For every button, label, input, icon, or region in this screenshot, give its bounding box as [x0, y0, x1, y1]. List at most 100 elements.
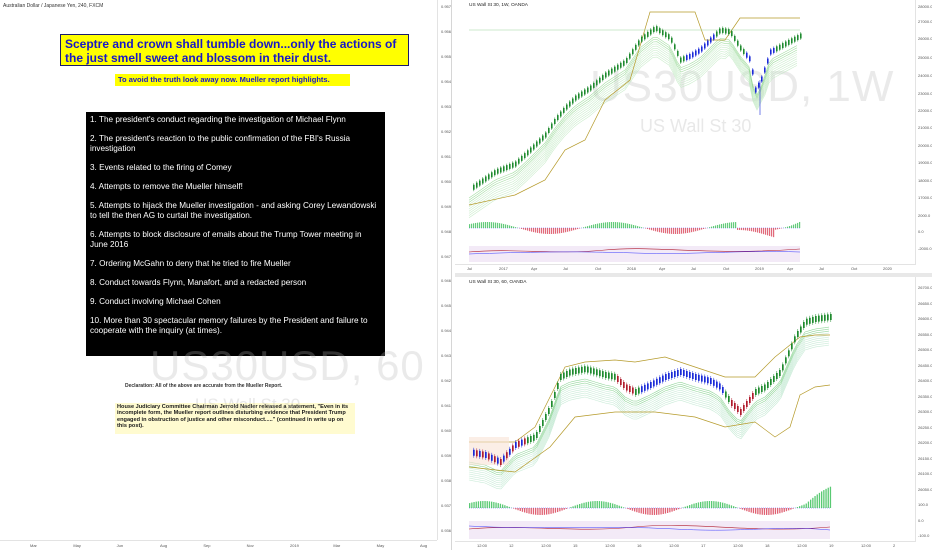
ma-ribbon-line	[468, 344, 830, 490]
oscillator-bar	[709, 227, 711, 228]
candle-body	[488, 174, 490, 180]
oscillator-bar	[827, 487, 829, 508]
candle-body	[785, 41, 787, 47]
candle-body	[650, 382, 652, 388]
oscillator-bar	[770, 508, 772, 515]
oscillator-bar	[528, 508, 530, 514]
candle-body	[497, 457, 499, 464]
headline-banner: Sceptre and crown shall tumble down...on…	[60, 34, 409, 66]
list-item: 3. Events related to the firing of Comey	[90, 162, 232, 172]
axis-tick-label: 2017	[499, 266, 508, 271]
oscillator-bar	[816, 494, 818, 508]
left-price-axis[interactable]: 0.957 0.956 0.955 0.954 0.953 0.952 0.951 0.950…	[437, 0, 452, 540]
ma-ribbon-line	[468, 51, 798, 214]
oscillator-bar	[759, 508, 761, 515]
candle-body	[818, 315, 820, 322]
oscillator-bar	[571, 228, 573, 231]
hourly-price-axis[interactable]: 26700.0 26650.0 26600.0 26550.0 26500.0 26450…	[915, 277, 932, 542]
oscillator-bar	[627, 508, 629, 510]
oscillator-bar	[519, 508, 521, 512]
candle-body	[824, 314, 826, 321]
candle-body	[533, 144, 535, 150]
candle-body	[788, 39, 790, 45]
axis-tick-label: 2000.0	[918, 213, 931, 218]
oscillator-bar	[517, 508, 519, 511]
oscillator-bar	[673, 508, 675, 511]
candle-body	[545, 132, 547, 138]
candle-body	[482, 178, 484, 184]
oscillator-bar	[523, 228, 525, 230]
candle-body	[713, 379, 715, 386]
weekly-chart-pane[interactable]: US30USD, 1W US Wall St 30 US Wall St 30,…	[455, 0, 932, 272]
candle-body	[488, 453, 490, 460]
candle-body	[791, 38, 793, 44]
candle-body	[737, 40, 739, 46]
oscillator-bar	[537, 508, 539, 515]
oscillator-bar	[638, 508, 640, 513]
axis-tick-label: 0.937	[440, 503, 451, 509]
pane-divider[interactable]	[455, 273, 932, 277]
left-time-axis[interactable]: Mar May Jun Aug Sep Nov 2019 Mar May Aug	[0, 540, 437, 550]
candle-body	[671, 372, 673, 378]
candle-body	[590, 367, 592, 374]
oscillator-bar	[589, 225, 591, 228]
oscillator-bar	[499, 223, 501, 228]
oscillator-bar	[717, 501, 719, 508]
candle-body	[689, 53, 691, 59]
oscillator-bar	[711, 501, 713, 508]
oscillator-bar	[665, 228, 667, 234]
candle-body	[512, 162, 514, 168]
oscillator-bar	[616, 504, 618, 508]
candle-body	[761, 386, 763, 392]
candle-body	[812, 316, 814, 323]
oscillator-bar	[660, 508, 662, 515]
candle-body	[632, 49, 634, 55]
candle-body	[575, 95, 577, 101]
oscillator-bar	[658, 508, 660, 515]
list-item: 1. The president's conduct regarding the…	[90, 115, 346, 124]
oscillator-bar	[583, 227, 585, 228]
candle-body	[644, 34, 646, 40]
candle-body	[554, 119, 556, 124]
hourly-candlestick-chart[interactable]	[455, 277, 915, 550]
candle-body	[725, 28, 727, 34]
oscillator-bar	[473, 223, 475, 228]
oscillator-bar	[719, 502, 722, 508]
oscillator-bar	[702, 501, 704, 508]
oscillator-bar	[825, 488, 827, 508]
left-chart-panel[interactable]: Australian Dollar / Japanese Yen, 240, F…	[0, 0, 452, 550]
candle-body	[611, 373, 613, 380]
axis-tick-label: 0.950	[440, 178, 451, 184]
candle-body	[494, 456, 496, 463]
axis-tick-label: 23000.0	[918, 91, 932, 96]
list-item: 8. Conduct towards Flynn, Manafort, and …	[90, 278, 307, 288]
candle-body	[635, 44, 637, 50]
oscillator-bar	[653, 508, 656, 515]
hourly-time-axis[interactable]: 12:00 12 12:00 15 12:00 16 12:00 17 12:00 18 12:00…	[455, 541, 915, 550]
oscillator-bar	[818, 492, 821, 508]
axis-tick-label: 26650.0	[918, 300, 932, 306]
candle-body	[758, 82, 760, 88]
ma-ribbon-line	[468, 332, 830, 478]
oscillator-bar	[755, 228, 757, 233]
weekly-price-axis[interactable]: 28000.0 27000.0 26000.0 25000.0 24000.0 23000…	[915, 0, 932, 265]
candle-body	[755, 87, 757, 93]
list-item: 6. Attempts to block disclosure of email…	[90, 230, 362, 249]
candle-body	[815, 316, 817, 322]
oscillator-bar	[625, 223, 627, 228]
list-item: 2. The president's reaction to the publi…	[90, 134, 351, 153]
weekly-time-axis[interactable]: Jul 2017 Apr Jul Oct 2018 Apr Jul Oct 2019 Apr Jul O…	[455, 264, 915, 272]
oscillator-bar	[653, 228, 655, 231]
weekly-candlestick-chart[interactable]	[455, 0, 915, 272]
oscillator-bar	[543, 508, 546, 515]
oscillator-bar	[550, 508, 552, 514]
axis-tick-label: Apr	[659, 266, 666, 271]
oscillator-bar	[513, 226, 515, 228]
oscillator-bar	[679, 228, 681, 234]
oscillator-bar	[629, 508, 631, 510]
candle-body	[602, 371, 604, 378]
oscillator-bar	[739, 508, 741, 509]
candle-body	[788, 350, 790, 357]
hourly-chart-pane[interactable]: US Wall St 30, 60, OANDA 26700.0 26650.0 2…	[455, 277, 932, 550]
candle-body	[590, 85, 592, 91]
